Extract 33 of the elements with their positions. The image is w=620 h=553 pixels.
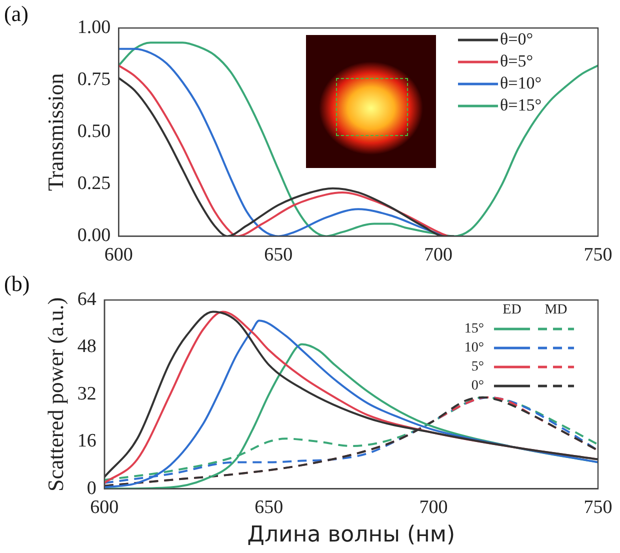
x-tick-label: 650 [254,497,284,518]
chart-title: (a) [4,0,28,26]
legend-label: 15° [464,322,484,337]
x-axis-title: Длина волны (нм) [247,522,456,548]
annotation: MD [544,302,568,318]
x-tick-label: 750 [584,244,612,266]
y-tick-label: 16 [77,430,96,452]
x-tick-label: 600 [90,497,119,518]
y-tick-label: 32 [77,383,96,404]
x-tick-label: 650 [264,244,293,266]
x-tick-label: 700 [419,497,448,518]
x-tick-label: 700 [424,244,452,266]
legend-label: 10° [464,340,484,356]
y-tick-label: 48 [77,336,96,358]
y-tick-label: 0.50 [77,121,111,142]
y-tick-label: 64 [77,288,97,310]
y-tick-label: 0 [86,478,96,499]
y-axis-title: Transmission [42,73,68,191]
legend-label: θ=15° [500,95,542,114]
x-tick-label: 600 [104,244,133,266]
chart-title: (b) [4,270,30,296]
legend-label: θ=5° [500,51,534,70]
legend-label: θ=0° [500,29,534,48]
y-tick-label: 0.75 [77,69,111,90]
legend-label: 5° [471,360,484,375]
y-axis-title: Scattered power (a.u.) [42,297,68,492]
x-tick-label: 750 [584,497,612,518]
y-tick-label: 0.25 [77,173,111,194]
legend-label: θ=10° [500,73,542,92]
y-tick-label: 1.00 [77,16,111,38]
legend-label: 0° [471,378,484,394]
y-tick-label: 0.00 [77,225,111,246]
annotation: ED [502,302,522,318]
